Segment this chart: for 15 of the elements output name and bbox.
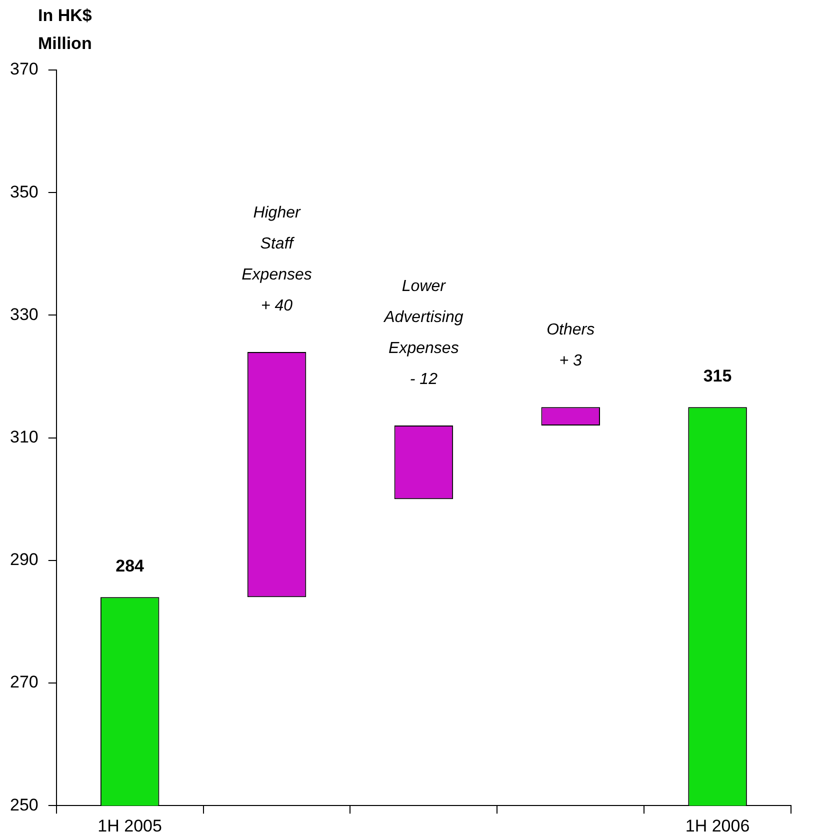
data-label: 315 (703, 366, 732, 386)
data-label: 284 (116, 556, 145, 576)
y-tick-label: 370 (10, 60, 38, 79)
y-axis-title: In HK$ Million (38, 5, 92, 55)
y-tick-label: 250 (10, 795, 38, 814)
y-tick-label: 270 (10, 672, 38, 692)
y-tick-label: 330 (10, 304, 38, 324)
x-tick-label: 1H 2005 (98, 816, 162, 836)
data-label: Higher Staff Expenses + 40 (242, 204, 312, 314)
x-tick-label: 1H 2006 (685, 816, 750, 836)
y-tick-label: 350 (10, 182, 38, 202)
data-label: Others + 3 (546, 322, 595, 370)
data-label: Lower Advertising Expenses - 12 (383, 278, 464, 388)
y-tick-label: 290 (10, 550, 38, 570)
y-tick-label: 310 (10, 427, 38, 446)
